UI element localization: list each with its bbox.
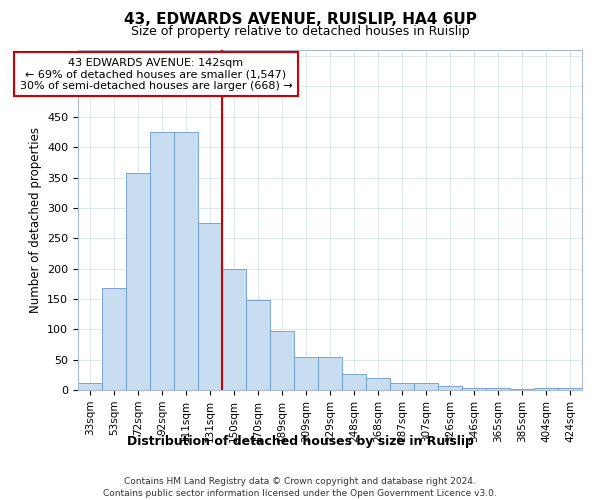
Bar xyxy=(174,132,198,390)
Bar xyxy=(390,384,414,390)
Text: Size of property relative to detached houses in Ruislip: Size of property relative to detached ho… xyxy=(131,25,469,38)
Bar xyxy=(318,356,342,390)
Bar xyxy=(366,378,390,390)
Bar xyxy=(558,388,582,390)
Text: Contains public sector information licensed under the Open Government Licence v3: Contains public sector information licen… xyxy=(103,489,497,498)
Text: Contains HM Land Registry data © Crown copyright and database right 2024.: Contains HM Land Registry data © Crown c… xyxy=(124,478,476,486)
Text: 43, EDWARDS AVENUE, RUISLIP, HA4 6UP: 43, EDWARDS AVENUE, RUISLIP, HA4 6UP xyxy=(124,12,476,28)
Bar xyxy=(102,288,126,390)
Bar xyxy=(150,132,174,390)
Bar xyxy=(246,300,270,390)
Bar xyxy=(222,268,246,390)
Text: Distribution of detached houses by size in Ruislip: Distribution of detached houses by size … xyxy=(127,435,473,448)
Bar xyxy=(462,388,486,390)
Text: 43 EDWARDS AVENUE: 142sqm
← 69% of detached houses are smaller (1,547)
30% of se: 43 EDWARDS AVENUE: 142sqm ← 69% of detac… xyxy=(20,58,292,91)
Bar xyxy=(534,388,558,390)
Bar xyxy=(486,388,510,390)
Bar xyxy=(438,386,462,390)
Bar xyxy=(270,331,294,390)
Bar xyxy=(126,174,150,390)
Bar xyxy=(414,384,438,390)
Bar xyxy=(198,223,222,390)
Bar xyxy=(342,374,366,390)
Y-axis label: Number of detached properties: Number of detached properties xyxy=(29,127,41,313)
Bar xyxy=(294,356,318,390)
Bar xyxy=(78,382,102,390)
